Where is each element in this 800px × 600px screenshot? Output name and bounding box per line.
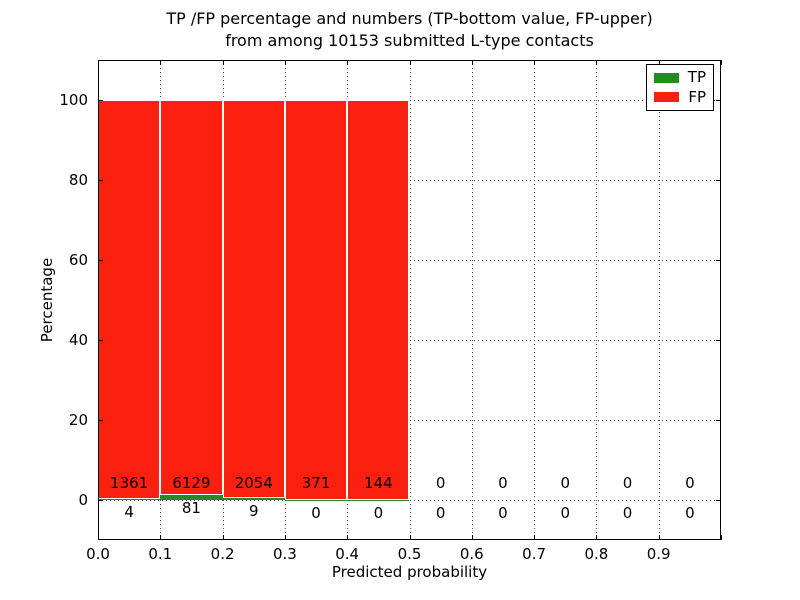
tp-count-label: 4: [124, 502, 134, 521]
bar-tp: [347, 500, 410, 501]
y-tick-mark: [98, 340, 103, 341]
y-tick-mark-right: [716, 100, 721, 101]
y-tick-label: 100: [59, 91, 88, 109]
y-tick-mark-right: [716, 340, 721, 341]
fp-count-label: 371: [301, 474, 331, 492]
fp-count-label: 0: [622, 474, 633, 492]
fp-color-swatch: [654, 92, 680, 103]
fp-count-label: 0: [560, 474, 571, 492]
fp-count-label: 0: [498, 474, 508, 492]
bar-fp: [222, 100, 285, 499]
tp-count-label: 0: [435, 504, 446, 522]
y-tick-mark: [98, 180, 103, 181]
x-tick-mark: [222, 535, 224, 540]
bar-fp: [160, 100, 223, 495]
x-tick-mark-top: [284, 60, 286, 65]
legend-label-fp: FP: [688, 87, 706, 106]
y-tick-label: 0: [78, 491, 88, 509]
gridline-vertical: [534, 60, 536, 540]
x-tick-label: 0.3: [272, 545, 297, 563]
y-tick-mark: [98, 420, 103, 421]
y-tick-mark: [98, 260, 103, 261]
x-tick-mark-top: [721, 60, 722, 65]
x-tick-mark: [347, 535, 349, 540]
fp-count-label: 0: [685, 474, 695, 492]
fp-count-label: 2054: [234, 474, 273, 492]
x-tick-label: 0.7: [522, 545, 547, 563]
y-axis-title: Percentage: [38, 257, 56, 343]
tp-count-label: 0: [373, 504, 384, 522]
fp-count-label: 144: [364, 474, 393, 492]
bar-tp: [98, 498, 161, 500]
x-tick-mark: [160, 535, 162, 540]
bar-tp: [284, 500, 348, 501]
x-tick-mark: [409, 535, 411, 540]
y-tick-mark: [98, 500, 103, 501]
y-tick-label: 60: [68, 251, 88, 269]
y-tick-mark-right: [716, 260, 721, 261]
y-tick-mark: [98, 100, 103, 101]
y-tick-mark-right: [716, 420, 721, 421]
legend-label-tp: TP: [687, 68, 706, 87]
x-tick-mark-top: [471, 60, 473, 65]
y-tick-mark-right: [716, 180, 721, 181]
chart-title-line2: from among 10153 submitted L-type contac…: [225, 31, 594, 50]
y-tick-mark-right: [716, 500, 721, 501]
legend-entry-fp: FP: [654, 87, 706, 106]
y-tick-label: 40: [68, 331, 88, 349]
bar-fp: [284, 100, 348, 500]
x-tick-label: 0.9: [646, 545, 671, 563]
tp-count-label: 0: [311, 504, 321, 522]
chart-title: TP /FP percentage and numbers (TP-bottom…: [98, 8, 721, 52]
x-tick-mark-top: [347, 60, 349, 65]
tp-count-label: 0: [622, 504, 633, 522]
x-tick-label: 0.1: [148, 545, 173, 563]
x-tick-label: 0.0: [86, 545, 110, 563]
x-tick-mark: [284, 535, 286, 540]
x-axis-title: Predicted probability: [331, 563, 488, 581]
fp-count-label: 6129: [172, 474, 211, 492]
tp-count-label: 0: [498, 504, 508, 522]
y-tick-label: 80: [68, 171, 88, 189]
x-tick-mark-top: [658, 60, 660, 65]
x-tick-mark: [98, 535, 99, 540]
gridline-vertical: [409, 60, 411, 540]
x-tick-label: 0.2: [210, 545, 235, 563]
tp-count-label: 81: [181, 498, 201, 517]
gridline-vertical: [658, 60, 660, 540]
plot-area: 1361 4 6129 81 2054 9 371 0 144 0 0 0 0 0 0 0 0 0 0 0: [98, 60, 722, 540]
x-tick-label: 0.5: [397, 545, 422, 563]
x-tick-label: 0.6: [459, 545, 484, 563]
x-tick-mark: [596, 535, 598, 540]
x-tick-mark: [534, 535, 536, 540]
x-tick-label: 0.8: [584, 545, 609, 563]
tp-count-label: 0: [560, 504, 571, 522]
x-tick-mark-top: [534, 60, 536, 65]
x-tick-mark-top: [160, 60, 162, 65]
x-tick-mark-top: [98, 60, 99, 65]
x-tick-mark: [658, 535, 660, 540]
legend-entry-tp: TP: [654, 70, 706, 85]
tp-count-label: 0: [685, 504, 695, 522]
bar-fp: [347, 100, 410, 500]
y-tick-label: 20: [68, 411, 88, 429]
legend: TP FP: [646, 64, 714, 111]
tp-color-swatch: [654, 72, 679, 83]
x-tick-mark: [471, 535, 473, 540]
x-tick-mark: [721, 535, 722, 540]
gridline-vertical: [471, 60, 473, 540]
bar-fp: [98, 100, 161, 499]
chart-title-line1: TP /FP percentage and numbers (TP-bottom…: [166, 9, 653, 28]
x-tick-mark-top: [409, 60, 411, 65]
gridline-vertical: [596, 60, 598, 540]
fp-count-label: 1361: [110, 474, 149, 492]
tp-count-label: 9: [248, 502, 259, 521]
x-tick-label: 0.4: [335, 545, 360, 563]
x-tick-mark-top: [596, 60, 598, 65]
bar-tp: [222, 498, 285, 500]
bar-tp: [160, 494, 223, 500]
fp-count-label: 0: [435, 474, 446, 492]
x-tick-mark-top: [222, 60, 224, 65]
